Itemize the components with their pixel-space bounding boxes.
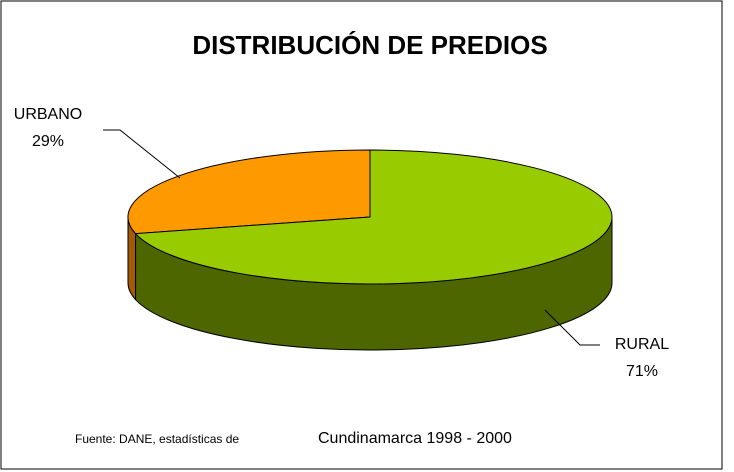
source-note: Fuente: DANE, estadísticas de [75,432,239,446]
leader-line [103,129,181,179]
source-note: Cundinamarca 1998 - 2000 [318,430,512,447]
slice [127,149,371,235]
category-label: URBANO [14,106,82,123]
data-label: 29% [32,133,64,150]
leader-line [544,309,600,346]
category-label: RURAL [615,336,669,353]
data-label: 71% [626,363,658,380]
slice [134,149,613,285]
chart-title: DISTRIBUCIÓN DE PREDIOS [192,30,547,60]
